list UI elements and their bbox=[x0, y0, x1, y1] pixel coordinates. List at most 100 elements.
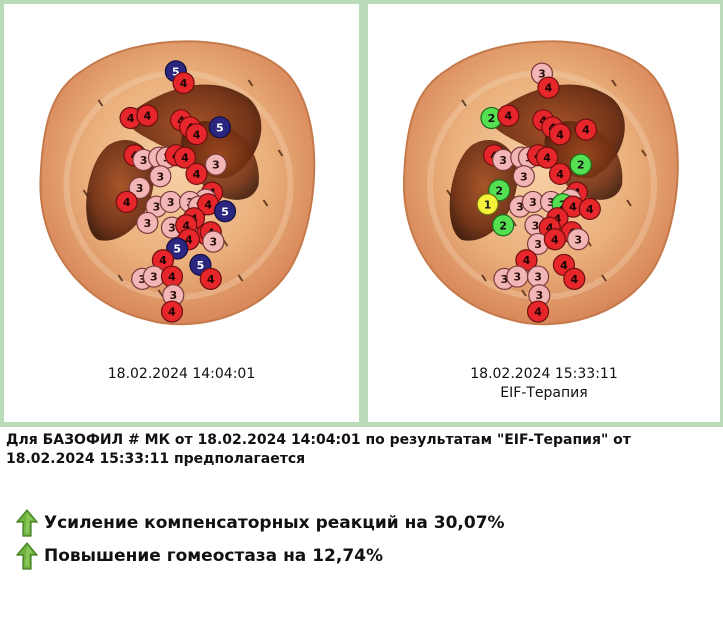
marker-level-label: 4 bbox=[570, 273, 578, 286]
level-marker: 4 bbox=[115, 190, 138, 214]
level-marker: 3 bbox=[204, 153, 228, 176]
basophil-cell-image: 5444444543334433434343333454334443454334… bbox=[39, 40, 316, 326]
level-marker: 3 bbox=[528, 284, 551, 307]
level-marker: 3 bbox=[202, 230, 225, 253]
marker-level-label: 3 bbox=[210, 236, 218, 249]
marker-circle bbox=[160, 300, 184, 323]
level-marker: 3 bbox=[128, 176, 151, 200]
level-marker: 5 bbox=[213, 200, 237, 223]
level-marker: 3 bbox=[159, 190, 182, 214]
marker-circle bbox=[173, 146, 197, 169]
marker-level-label: 4 bbox=[204, 198, 212, 211]
marker-level-label: 4 bbox=[144, 110, 152, 123]
marker-level-label: 3 bbox=[538, 68, 546, 81]
panel-date: 18.02.2024 14:04:01 bbox=[107, 366, 256, 382]
marker-level-label: 4 bbox=[554, 212, 562, 225]
marker-level-label: 4 bbox=[185, 233, 193, 246]
marker-circle bbox=[149, 165, 172, 188]
panel-date: 18.02.2024 15:33:11 bbox=[470, 366, 618, 382]
marker-circle bbox=[136, 211, 159, 235]
marker-level-label: 4 bbox=[523, 254, 531, 267]
level-marker: 4 bbox=[548, 123, 572, 146]
marker-circle bbox=[172, 71, 195, 95]
marker-level-label: 4 bbox=[159, 254, 167, 267]
marker-level-label: 3 bbox=[529, 196, 537, 209]
marker-level-label: 4 bbox=[207, 273, 215, 286]
marker-circle bbox=[492, 214, 515, 237]
marker-level-label: 2 bbox=[577, 159, 585, 172]
level-marker: 5 bbox=[208, 116, 231, 139]
marker-circle bbox=[497, 104, 520, 127]
level-marker: 4 bbox=[160, 265, 184, 288]
level-marker: 3 bbox=[512, 165, 535, 188]
level-marker: 4 bbox=[185, 162, 208, 186]
level-marker: 3 bbox=[526, 265, 550, 288]
result-area: Для БАЗОФИЛ # МК от 18.02.2024 14:04:01 … bbox=[0, 427, 723, 623]
basophil-cell-image: 3424444443334423424313332444234433444333… bbox=[402, 40, 679, 326]
marker-level-label: 4 bbox=[182, 219, 190, 232]
marker-level-label: 4 bbox=[181, 152, 189, 165]
summary-text: Для БАЗОФИЛ # МК от 18.02.2024 14:04:01 … bbox=[6, 432, 631, 467]
images-area: 5444444543334433434343333454334443454334… bbox=[0, 0, 723, 427]
marker-level-label: 4 bbox=[193, 128, 201, 141]
marker-level-label: 4 bbox=[193, 168, 201, 181]
marker-level-label: 4 bbox=[534, 306, 542, 319]
marker-circle bbox=[185, 123, 208, 146]
level-marker: 3 bbox=[149, 165, 172, 188]
marker-level-label: 3 bbox=[574, 233, 582, 246]
result-item: Повышение гомеостаза на 12,74% bbox=[16, 541, 383, 571]
level-marker: 4 bbox=[537, 76, 560, 99]
marker-level-label: 4 bbox=[569, 201, 577, 214]
marker-level-label: 3 bbox=[536, 289, 544, 302]
level-marker: 4 bbox=[536, 146, 559, 169]
marker-level-label: 4 bbox=[551, 233, 559, 246]
level-marker: 3 bbox=[136, 211, 159, 235]
marker-level-label: 4 bbox=[168, 306, 176, 319]
panel-subtitle: EIF-Терапия bbox=[500, 385, 588, 401]
level-marker: 4 bbox=[548, 162, 572, 186]
result-label: Усиление компенсаторных реакций на 30,07… bbox=[44, 513, 505, 533]
marker-circle bbox=[213, 200, 237, 223]
marker-level-label: 3 bbox=[138, 273, 146, 286]
marker-level-label: 3 bbox=[150, 271, 158, 284]
marker-level-label: 4 bbox=[543, 152, 551, 165]
marker-circle bbox=[476, 193, 499, 216]
marker-level-label: 3 bbox=[501, 273, 509, 286]
marker-level-label: 1 bbox=[484, 198, 492, 211]
level-marker: 3 bbox=[142, 265, 165, 288]
marker-level-label: 3 bbox=[534, 238, 542, 251]
level-marker: 3 bbox=[506, 265, 529, 288]
marker-circle bbox=[536, 146, 559, 169]
marker-level-label: 3 bbox=[212, 159, 220, 172]
marker-level-label: 4 bbox=[556, 128, 564, 141]
result-item: Усиление компенсаторных реакций на 30,07… bbox=[16, 508, 505, 538]
marker-circle bbox=[202, 230, 225, 253]
marker-level-label: 3 bbox=[167, 196, 175, 209]
marker-circle bbox=[512, 165, 535, 188]
marker-level-label: 3 bbox=[140, 154, 148, 167]
marker-level-label: 3 bbox=[499, 154, 507, 167]
marker-level-label: 4 bbox=[586, 203, 594, 216]
level-marker: 2 bbox=[492, 214, 515, 237]
level-marker: 4 bbox=[199, 267, 222, 291]
level-marker: 4 bbox=[578, 197, 601, 221]
marker-level-label: 4 bbox=[180, 77, 188, 90]
marker-level-label: 3 bbox=[136, 182, 144, 195]
level-marker: 4 bbox=[160, 300, 184, 323]
level-marker: 4 bbox=[574, 118, 598, 141]
marker-level-label: 5 bbox=[216, 121, 224, 134]
marker-circle bbox=[574, 118, 598, 141]
marker-level-label: 3 bbox=[547, 196, 555, 209]
marker-circle bbox=[526, 300, 550, 323]
marker-circle bbox=[537, 76, 560, 99]
marker-circle bbox=[563, 267, 586, 291]
marker-circle bbox=[208, 116, 231, 139]
marker-circle bbox=[185, 162, 208, 186]
level-marker: 4 bbox=[172, 71, 195, 95]
level-marker: 4 bbox=[543, 228, 566, 251]
marker-circle bbox=[128, 176, 151, 200]
marker-level-label: 4 bbox=[545, 82, 553, 95]
level-marker: 3 bbox=[567, 228, 590, 251]
marker-circle bbox=[548, 123, 572, 146]
marker-level-label: 3 bbox=[534, 271, 542, 284]
